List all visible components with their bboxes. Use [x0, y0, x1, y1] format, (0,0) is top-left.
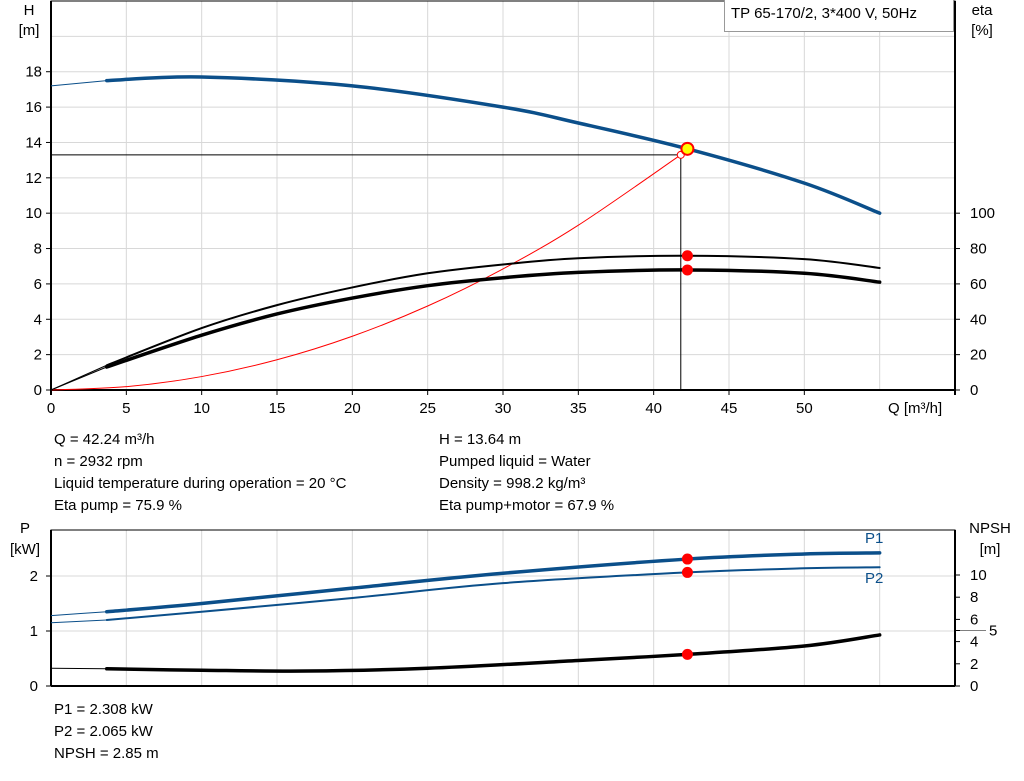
npsh-tick-label: 6	[970, 611, 978, 628]
info-speed: n = 2932 rpm	[54, 453, 143, 470]
info-bottom: P1 = 2.308 kW P2 = 2.065 kW NPSH = 2.85 …	[54, 699, 159, 765]
npsh-tick-label: 5	[989, 623, 997, 640]
eta-pump-curve	[105, 254, 881, 367]
p-tick-label: 2	[30, 568, 38, 585]
eta-axis-unit: [%]	[971, 22, 993, 39]
eta-axis-label: eta	[972, 2, 994, 19]
info-eta-pump-motor: Eta pump+motor = 67.9 %	[439, 497, 615, 514]
info-npsh: NPSH = 2.85 m	[54, 745, 159, 762]
x-tick-label: 10	[193, 400, 210, 417]
x-tick-label: 5	[122, 400, 130, 417]
h-tick-label: 0	[34, 382, 42, 399]
x-tick-label: 20	[344, 400, 361, 417]
eta-pump-point	[681, 250, 693, 262]
p1-label: P1	[865, 530, 883, 547]
h-tick-label: 10	[25, 205, 42, 222]
npsh-tick-label: 2	[970, 656, 978, 673]
p1-point	[681, 553, 693, 565]
p2-curve	[105, 566, 881, 621]
h-tick-label: 2	[34, 347, 42, 364]
npsh-tick-label: 4	[970, 634, 978, 651]
p2-point	[681, 566, 693, 578]
h-tick-label: 18	[25, 64, 42, 81]
h-tick-label: 16	[25, 99, 42, 116]
eta-tick-label: 60	[970, 276, 987, 293]
h-tick-label: 12	[25, 170, 42, 187]
h-tick-label: 6	[34, 276, 42, 293]
eta-pump-motor-curve-extension	[50, 366, 107, 391]
system-curve	[50, 154, 682, 391]
h-axis-unit: [m]	[19, 22, 40, 39]
q-axis-label: Q [m³/h]	[888, 400, 942, 417]
info-eta-pump: Eta pump = 75.9 %	[54, 497, 182, 514]
info-right: H = 13.64 m Pumped liquid = Water Densit…	[439, 429, 614, 517]
npsh-point	[681, 648, 693, 660]
x-tick-label: 0	[47, 400, 55, 417]
operating-point	[680, 141, 695, 156]
eta-tick-label: 100	[970, 205, 995, 222]
npsh-axis-unit: [m]	[980, 541, 1001, 558]
p1-curve	[104, 551, 882, 614]
info-head: H = 13.64 m	[439, 431, 522, 448]
npsh-axis-label: NPSH	[969, 520, 1011, 537]
npsh-tick-label: 8	[970, 589, 978, 606]
eta-pump-motor-curve	[104, 268, 882, 369]
npsh-curve	[104, 633, 882, 673]
x-tick-label: 45	[721, 400, 738, 417]
info-left: Q = 42.24 m³/h n = 2932 rpm Liquid tempe…	[54, 429, 346, 517]
x-tick-label: 25	[419, 400, 436, 417]
x-tick-label: 15	[269, 400, 286, 417]
npsh-tick-label: 10	[970, 567, 987, 584]
p-tick-label: 1	[30, 623, 38, 640]
eta-tick-label: 40	[970, 311, 987, 328]
eta-tick-label: 80	[970, 241, 987, 258]
h-tick-label: 14	[25, 134, 42, 151]
x-tick-label: 35	[570, 400, 587, 417]
eta-pump-motor-point	[681, 264, 693, 276]
p-tick-label: 0	[30, 678, 38, 695]
info-p2: P2 = 2.065 kW	[54, 723, 153, 740]
x-tick-label: 30	[495, 400, 512, 417]
info-liquid: Pumped liquid = Water	[439, 453, 591, 470]
info-p1: P1 = 2.308 kW	[54, 701, 153, 718]
info-temperature: Liquid temperature during operation = 20…	[54, 475, 347, 492]
head-curve-extension	[50, 80, 107, 87]
h-axis-label: H	[24, 2, 35, 19]
eta-tick-label: 0	[970, 382, 978, 399]
npsh-tick-label: 0	[970, 678, 978, 695]
p2-label: P2	[865, 570, 883, 587]
p1-curve-extension	[50, 611, 107, 617]
p-axis-label: P	[20, 520, 30, 537]
p2-curve-extension	[50, 619, 107, 624]
eta-tick-label: 20	[970, 347, 987, 364]
npsh-curve-extension	[50, 667, 107, 670]
h-tick-label: 8	[34, 241, 42, 258]
head-curve	[104, 75, 882, 215]
x-tick-label: 50	[796, 400, 813, 417]
info-flow: Q = 42.24 m³/h	[54, 431, 155, 448]
x-tick-label: 40	[645, 400, 662, 417]
h-tick-label: 4	[34, 311, 42, 328]
p-axis-unit: [kW]	[10, 541, 40, 558]
info-density: Density = 998.2 kg/m³	[439, 475, 586, 492]
pump-title-box: TP 65-170/2, 3*400 V, 50Hz	[724, 0, 954, 32]
